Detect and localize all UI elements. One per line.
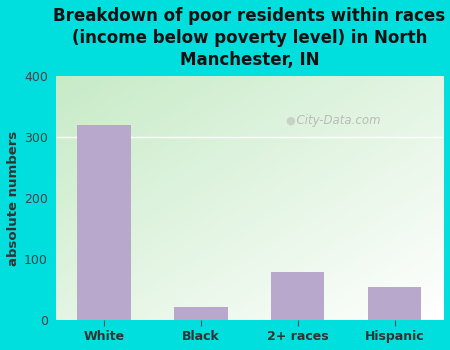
Bar <box>174 307 228 320</box>
Bar <box>77 125 130 320</box>
Bar <box>368 287 421 320</box>
Text: City-Data.com: City-Data.com <box>289 114 380 127</box>
Bar <box>271 272 324 320</box>
Title: Breakdown of poor residents within races
(income below poverty level) in North
M: Breakdown of poor residents within races… <box>53 7 446 69</box>
Y-axis label: absolute numbers: absolute numbers <box>7 131 20 266</box>
Text: ●: ● <box>285 116 295 125</box>
